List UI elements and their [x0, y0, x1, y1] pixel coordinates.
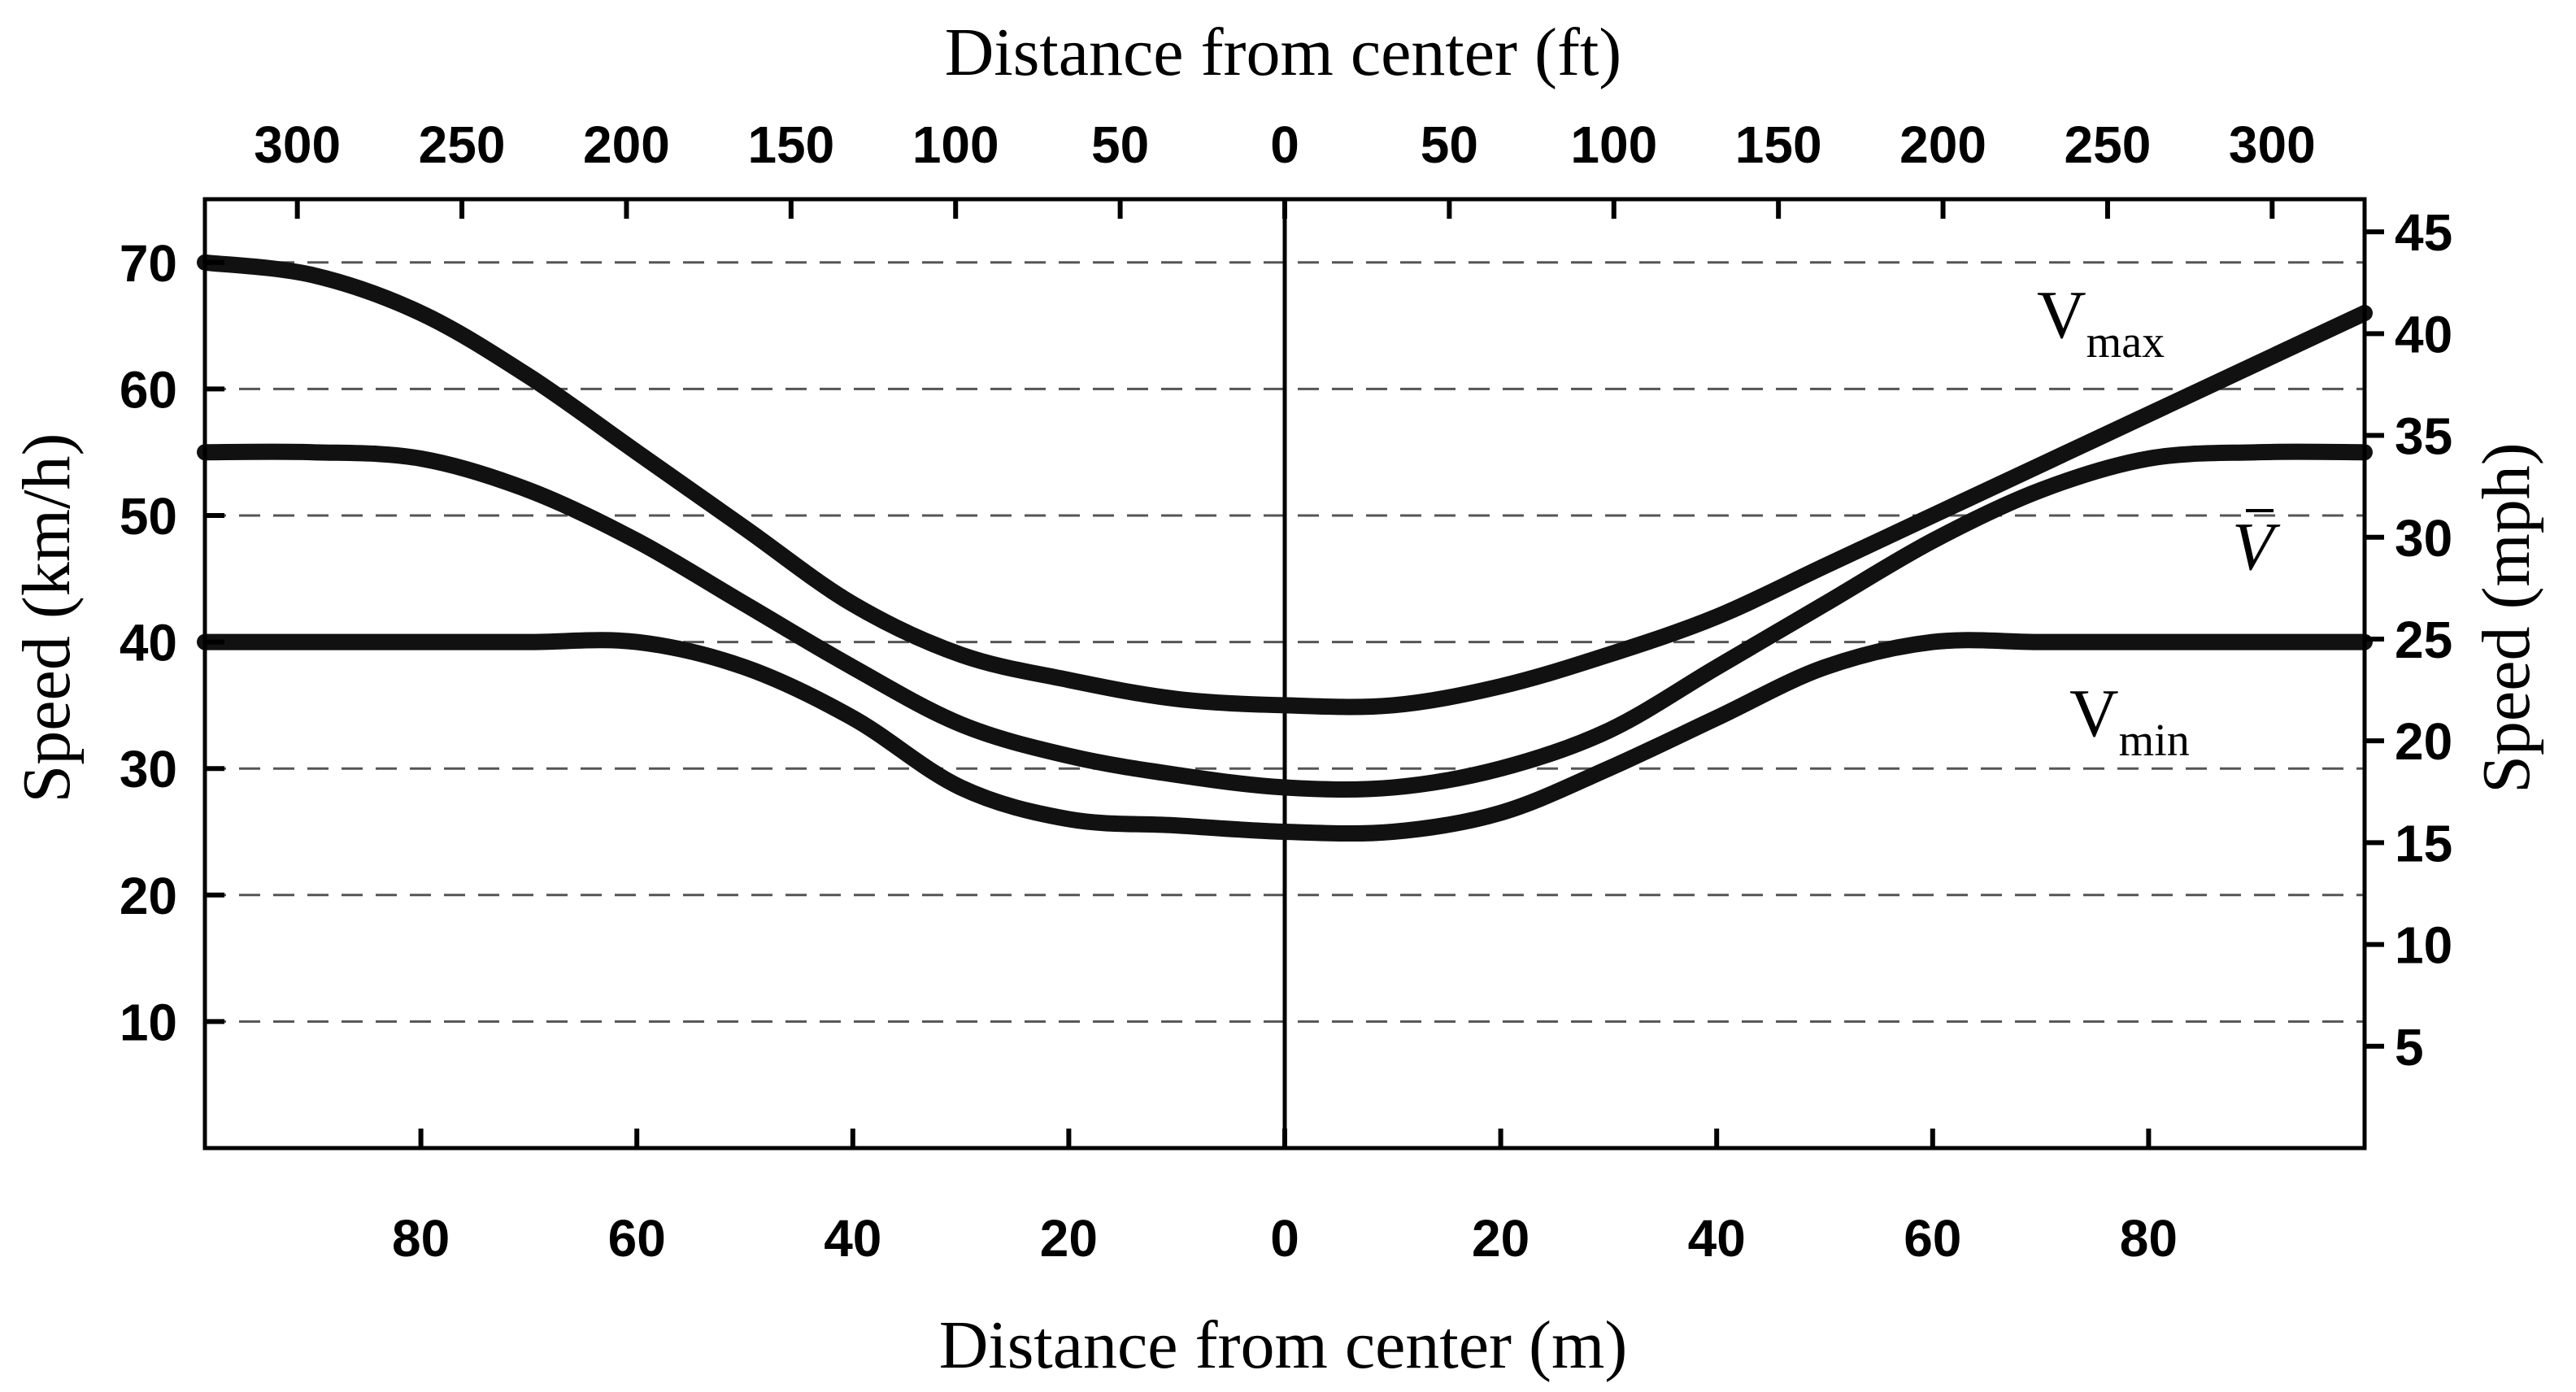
tick-label-left-3: 40 [120, 614, 177, 672]
tick-label-top-5: 50 [1091, 115, 1149, 174]
tick-label-top-6: 0 [1270, 115, 1299, 174]
vmin-series-label: Vmin [2069, 676, 2190, 766]
tick-label-top-4: 100 [912, 115, 999, 174]
tick-label-top-3: 150 [747, 115, 834, 174]
tick-label-top-8: 100 [1570, 115, 1657, 174]
tick-label-right-1: 10 [2395, 916, 2452, 975]
tick-label-left-2: 30 [120, 740, 177, 798]
tick-label-top-0: 300 [254, 115, 341, 174]
vmin-label-sub: min [2119, 716, 2190, 766]
tick-label-right-0: 5 [2395, 1018, 2424, 1077]
tick-label-right-7: 40 [2395, 305, 2452, 363]
tick-label-left-5: 60 [120, 360, 177, 419]
vmin-label-main: V [2069, 676, 2119, 751]
vbar-series-label: V [2232, 509, 2281, 585]
series-lines [197, 254, 2373, 842]
tick-label-top-10: 200 [1899, 115, 1986, 174]
tick-label-bottom-3: 20 [1040, 1209, 1098, 1268]
tick-label-left-6: 70 [120, 234, 177, 293]
tick-label-top-1: 250 [419, 115, 506, 174]
vmax-label-sub: max [2086, 317, 2165, 368]
vmax-series-label: Vmax [2037, 277, 2165, 368]
left-axis-title: Speed (km/h) [9, 433, 85, 803]
tick-label-left-0: 10 [120, 993, 177, 1051]
vmax-label-main: V [2037, 277, 2086, 353]
tick-label-right-8: 45 [2395, 203, 2452, 262]
tick-label-left-1: 20 [120, 867, 177, 925]
tick-label-bottom-6: 40 [1688, 1209, 1746, 1268]
tick-label-right-5: 30 [2395, 509, 2452, 568]
tick-label-bottom-7: 60 [1904, 1209, 1961, 1268]
tick-label-bottom-5: 20 [1472, 1209, 1530, 1268]
bottom-axis-title: Distance from center (m) [939, 1307, 1628, 1383]
tick-label-right-2: 15 [2395, 814, 2452, 872]
tick-label-top-12: 300 [2229, 115, 2316, 174]
tick-label-right-6: 35 [2395, 407, 2452, 466]
axis-ticks [205, 199, 2384, 1148]
series-line-vbar [197, 443, 2373, 798]
tick-label-top-11: 250 [2065, 115, 2152, 174]
series-line-vmin [197, 632, 2373, 842]
tick-label-top-2: 200 [583, 115, 670, 174]
tick-label-top-7: 50 [1421, 115, 1478, 174]
series-line-vmax [197, 254, 2373, 716]
tick-label-left-4: 50 [120, 487, 177, 546]
tick-label-bottom-4: 0 [1270, 1209, 1299, 1268]
tick-label-right-4: 25 [2395, 611, 2452, 669]
tick-label-bottom-1: 60 [608, 1209, 666, 1268]
tick-label-bottom-0: 80 [392, 1209, 450, 1268]
tick-label-bottom-2: 40 [824, 1209, 881, 1268]
right-axis-title: Speed (mph) [2469, 442, 2544, 794]
top-axis-title: Distance from center (ft) [945, 15, 1622, 90]
tick-label-right-3: 20 [2395, 712, 2452, 771]
tick-label-bottom-8: 80 [2120, 1209, 2178, 1268]
tick-label-top-9: 150 [1735, 115, 1822, 174]
